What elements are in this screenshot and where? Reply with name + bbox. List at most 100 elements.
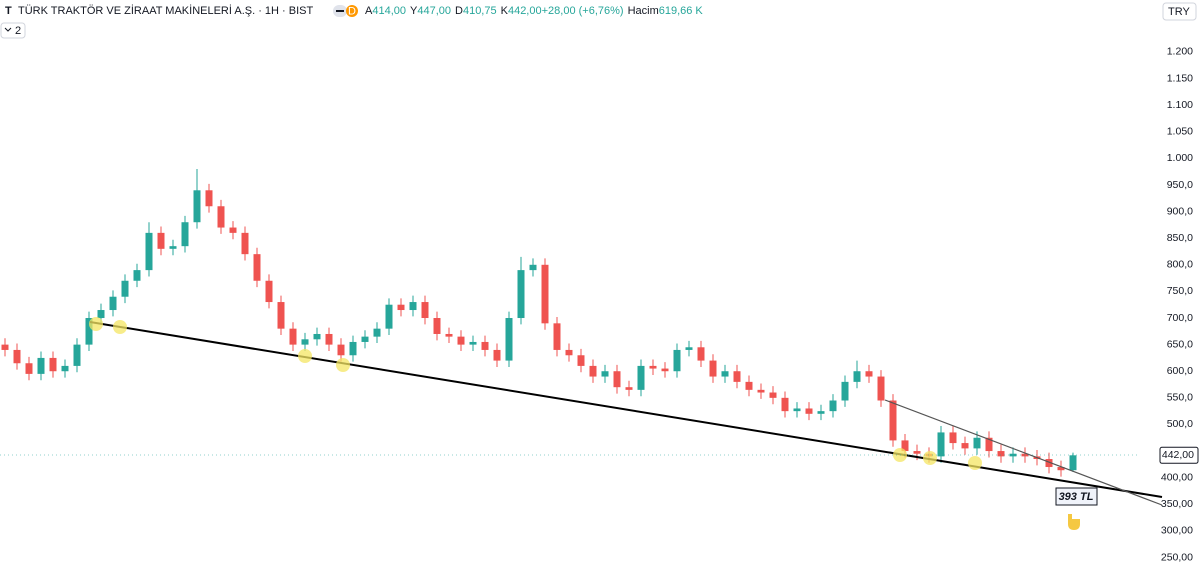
candle-body	[613, 371, 621, 388]
candle-body	[721, 371, 729, 377]
candle-body	[601, 371, 609, 377]
header-value: 442,00	[508, 5, 542, 17]
header-value: +28,00 (+6,76%)	[542, 5, 624, 17]
candle-body	[253, 254, 261, 281]
y-tick-label: 600,0	[1167, 365, 1193, 377]
touch-point	[923, 451, 937, 465]
candle-body	[325, 333, 333, 345]
candle-body	[385, 304, 393, 329]
candle-body	[589, 365, 597, 377]
candle-body	[1, 344, 9, 350]
candle-body	[97, 310, 105, 319]
header-label: Hacim	[628, 5, 659, 17]
header-value: 447,00	[417, 5, 451, 17]
candle-body	[841, 381, 849, 401]
candle-body	[109, 296, 117, 311]
candle-body	[565, 349, 573, 356]
candle-body	[469, 341, 477, 345]
candle-body	[769, 392, 777, 398]
touch-point	[336, 358, 350, 372]
y-tick-label: 1.050	[1167, 126, 1193, 138]
candle-body	[517, 270, 525, 319]
candle-body	[337, 344, 345, 356]
candle-body	[637, 365, 645, 390]
candle-body	[229, 227, 237, 233]
y-tick-label: 300,00	[1161, 525, 1193, 537]
candle-body	[301, 339, 309, 345]
candle-body	[697, 347, 705, 361]
candle-body	[1057, 467, 1065, 471]
indicator-toggle[interactable]	[0, 22, 26, 39]
candle-body	[853, 371, 861, 382]
header-label: A	[365, 5, 373, 17]
candle-body	[13, 349, 21, 364]
candle-body	[397, 304, 405, 311]
y-tick-label: 350,00	[1161, 498, 1193, 510]
candle-body	[949, 432, 957, 444]
y-tick-label: 850,0	[1167, 232, 1193, 244]
ohlc-header: A414,00 Y447,00 D410,75 K442,00+28,00 (+6,7…	[365, 5, 703, 17]
candle-body	[817, 411, 825, 414]
candle-body	[985, 437, 993, 452]
candle-body	[181, 222, 189, 247]
badge-circle	[346, 5, 358, 17]
candle-body	[673, 349, 681, 372]
candle-body	[373, 328, 381, 337]
touch-point	[89, 317, 103, 331]
candle-body	[1069, 455, 1077, 471]
touch-point	[298, 349, 312, 363]
y-tick-label: 700,0	[1167, 312, 1193, 324]
last-price-tag	[1159, 446, 1199, 464]
candle-body	[157, 232, 165, 249]
candle-body	[481, 341, 489, 350]
candle-body	[361, 336, 369, 342]
candle-body	[241, 232, 249, 255]
candle-body	[805, 408, 813, 414]
candle-body	[973, 437, 981, 449]
header-label: Y	[410, 5, 418, 17]
annotation-box[interactable]	[1055, 487, 1098, 506]
support-trendline	[89, 321, 1163, 498]
candle-body	[529, 264, 537, 271]
candle-body	[421, 302, 429, 319]
candle-body	[169, 246, 177, 249]
y-tick-label: 250,00	[1161, 551, 1193, 563]
y-tick-label: 800,0	[1167, 259, 1193, 271]
candle-body	[85, 318, 93, 345]
y-tick-label: 1.150	[1167, 72, 1193, 84]
candle-body	[121, 280, 129, 297]
candle-body	[685, 347, 693, 350]
annotation[interactable]: 393 TL	[1059, 491, 1094, 503]
candle-body	[217, 206, 225, 228]
symbol-icon: T	[5, 5, 12, 17]
chevron	[4, 27, 12, 32]
badge: D	[348, 5, 356, 17]
currency-box[interactable]	[1162, 2, 1197, 21]
candle-body	[205, 190, 213, 207]
candle-body	[781, 397, 789, 412]
currency[interactable]: TRY	[1168, 6, 1190, 18]
candle-body	[577, 355, 585, 366]
candle-body	[745, 381, 753, 390]
candle-body	[829, 400, 837, 412]
candle-body	[133, 270, 141, 281]
last-price-label: 442,00	[1162, 449, 1194, 461]
candle-body	[25, 363, 33, 374]
resistance-trendline	[884, 399, 1163, 506]
candle-body	[409, 302, 417, 311]
candle-body	[277, 302, 285, 329]
header-value: 414,00	[372, 5, 406, 17]
candle-body	[913, 451, 921, 454]
candle-body	[901, 440, 909, 452]
header-label: D	[455, 5, 463, 17]
candle-body	[37, 357, 45, 374]
y-tick-label: 650,0	[1167, 338, 1193, 350]
candle-body	[757, 389, 765, 393]
candle-body	[997, 451, 1005, 457]
indicator-count[interactable]: 2	[15, 25, 21, 37]
y-tick-label: 750,0	[1167, 285, 1193, 297]
chart-title[interactable]: TÜRK TRAKTÖR VE ZİRAAT MAKİNELERİ A.Ş. ·…	[18, 4, 314, 17]
pointer-emoji	[1068, 514, 1080, 530]
y-tick-label: 500,0	[1167, 418, 1193, 430]
